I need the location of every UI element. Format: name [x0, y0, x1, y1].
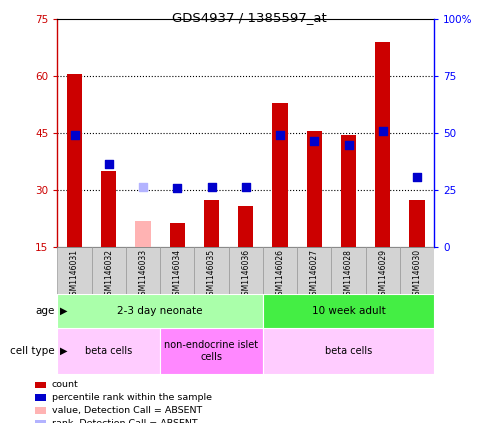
Text: GSM1146030: GSM1146030: [413, 249, 422, 300]
Bar: [135, 221, 151, 247]
Text: GSM1146033: GSM1146033: [139, 249, 148, 300]
Point: [310, 137, 318, 144]
Text: 2-3 day neonate: 2-3 day neonate: [117, 306, 203, 316]
Point: [139, 183, 147, 190]
Point: [242, 183, 250, 190]
Text: rank, Detection Call = ABSENT: rank, Detection Call = ABSENT: [52, 418, 198, 423]
Bar: [366, 247, 400, 294]
Bar: [67, 74, 82, 247]
Text: ▶: ▶: [60, 306, 67, 316]
Bar: [195, 247, 229, 294]
Bar: [170, 223, 185, 247]
Text: GSM1146034: GSM1146034: [173, 249, 182, 300]
Text: count: count: [52, 380, 79, 390]
Text: beta cells: beta cells: [85, 346, 132, 356]
Text: ▶: ▶: [60, 346, 67, 356]
Text: cell type: cell type: [10, 346, 55, 356]
Point: [105, 160, 113, 167]
Point: [379, 128, 387, 135]
Text: age: age: [35, 306, 55, 316]
Bar: [92, 247, 126, 294]
Bar: [57, 247, 92, 294]
Bar: [126, 247, 160, 294]
Text: non-endocrine islet
cells: non-endocrine islet cells: [165, 340, 258, 362]
Text: GSM1146036: GSM1146036: [241, 249, 250, 300]
Bar: [400, 247, 434, 294]
Text: GSM1146032: GSM1146032: [104, 249, 113, 300]
Point: [413, 174, 421, 181]
Text: 10 week adult: 10 week adult: [312, 306, 385, 316]
Point: [344, 141, 352, 148]
Bar: [160, 247, 195, 294]
Text: GSM1146029: GSM1146029: [378, 249, 387, 300]
Bar: [57, 294, 263, 328]
Text: GSM1146027: GSM1146027: [310, 249, 319, 300]
Bar: [272, 103, 288, 247]
Bar: [409, 200, 425, 247]
Bar: [263, 294, 434, 328]
Bar: [341, 135, 356, 247]
Bar: [238, 206, 253, 247]
Text: beta cells: beta cells: [325, 346, 372, 356]
Bar: [297, 247, 331, 294]
Bar: [331, 247, 366, 294]
Point: [208, 183, 216, 190]
Bar: [263, 328, 434, 374]
Bar: [375, 42, 390, 247]
Point: [70, 132, 78, 139]
Bar: [263, 247, 297, 294]
Bar: [57, 328, 160, 374]
Bar: [306, 132, 322, 247]
Bar: [229, 247, 263, 294]
Text: percentile rank within the sample: percentile rank within the sample: [52, 393, 212, 402]
Bar: [101, 171, 116, 247]
Text: GSM1146028: GSM1146028: [344, 249, 353, 300]
Text: GDS4937 / 1385597_at: GDS4937 / 1385597_at: [172, 11, 327, 24]
Bar: [160, 328, 263, 374]
Text: value, Detection Call = ABSENT: value, Detection Call = ABSENT: [52, 406, 202, 415]
Text: GSM1146035: GSM1146035: [207, 249, 216, 300]
Text: GSM1146031: GSM1146031: [70, 249, 79, 300]
Text: GSM1146026: GSM1146026: [275, 249, 284, 300]
Point: [276, 132, 284, 139]
Point: [173, 185, 181, 192]
Bar: [204, 200, 219, 247]
